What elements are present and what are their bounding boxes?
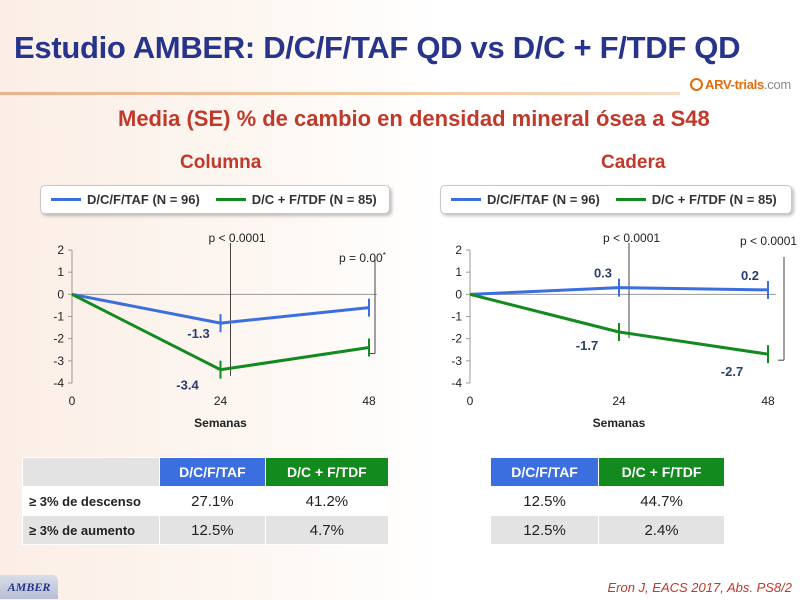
y-tick-label: -4	[53, 376, 64, 390]
x-axis-label: Semanas	[593, 416, 646, 430]
legend-swatch-green	[215, 198, 246, 201]
table-row: ≥ 3% de descenso 27.1% 41.2%	[22, 486, 390, 516]
panel-title-columna: Columna	[180, 152, 262, 173]
table-header-taf: D/C/F/TAF	[489, 457, 600, 487]
legend-label-taf: D/C/F/TAF (N = 96)	[487, 192, 600, 207]
p-value-label: p < 0.0001	[209, 231, 266, 245]
table-header-taf: D/C/F/TAF	[159, 457, 266, 487]
slide-subtitle: Media (SE) % de cambio en densidad miner…	[118, 106, 710, 131]
cell-value: 27.1%	[159, 486, 266, 516]
row-label-descenso: ≥ 3% de descenso	[22, 486, 160, 516]
x-tick-label: 48	[362, 394, 376, 408]
panel-title-cadera: Cadera	[601, 152, 666, 173]
y-tick-label: -1	[451, 310, 462, 324]
p-value-superscript: *	[383, 251, 386, 260]
logo-text-brand: ARV-trials	[705, 77, 764, 92]
table-row: 12.5% 44.7%	[489, 486, 725, 516]
table-cadera: D/C/F/TAF D/C + F/TDF 12.5% 44.7% 12.5% …	[489, 457, 725, 545]
citation: Eron J, EACS 2017, Abs. PS8/2	[607, 580, 792, 595]
y-tick-label: -4	[451, 376, 462, 390]
y-tick-label: -2	[451, 332, 462, 346]
cell-value: 12.5%	[489, 486, 600, 516]
legend-swatch-blue	[451, 198, 481, 201]
y-tick-label: 2	[57, 243, 64, 257]
study-badge: AMBER	[0, 575, 58, 599]
p-value-label: p < 0.0001	[740, 234, 797, 248]
cell-value: 44.7%	[598, 486, 725, 516]
arv-trials-logo: ARV-trials.com	[690, 77, 791, 92]
table-header-row: D/C/F/TAF D/C + F/TDF	[489, 457, 725, 487]
legend-item-tdf: D/C + F/TDF (N = 85)	[215, 192, 377, 207]
logo-text-domain: .com	[763, 77, 791, 92]
x-tick-label: 48	[761, 394, 775, 408]
data-label: -1.7	[576, 338, 598, 353]
legend-columna: D/C/F/TAF (N = 96) D/C + F/TDF (N = 85)	[40, 185, 390, 214]
data-label: -2.7	[721, 364, 743, 379]
p-value-label: p < 0.0001	[603, 231, 660, 245]
chart-cadera: 2 1 0 -1 -2 -3 -4 0 24 48 Semanas p < 0.0001 p < 0.0…	[451, 231, 797, 430]
chart-columna: 2 1 0 -1 -2 -3 -4 0 24 48 Semanas p < 0.0001 p = 0.0…	[53, 231, 386, 430]
table-header-blank	[22, 457, 160, 487]
p-value-label: p = 0.00*	[339, 251, 386, 266]
cell-value: 4.7%	[264, 515, 390, 545]
x-tick-label: 24	[612, 394, 626, 408]
table-header-tdf: D/C + F/TDF	[598, 457, 725, 487]
legend-label-taf: D/C/F/TAF (N = 96)	[87, 192, 200, 207]
legend-swatch-blue	[51, 198, 81, 201]
y-tick-label: -2	[53, 332, 64, 346]
y-tick-label: -1	[53, 310, 64, 324]
cell-value: 12.5%	[159, 515, 266, 545]
x-tick-label: 0	[69, 394, 76, 408]
data-label: 0.2	[741, 268, 759, 283]
y-tick-label: 0	[455, 287, 462, 301]
row-label-aumento: ≥ 3% de aumento	[22, 515, 160, 545]
legend-label-tdf: D/C + F/TDF (N = 85)	[251, 192, 377, 207]
data-label: -3.4	[176, 378, 199, 393]
data-label: -1.3	[187, 326, 209, 341]
cell-value: 41.2%	[264, 486, 390, 516]
x-tick-label: 0	[467, 394, 474, 408]
table-row: 12.5% 2.4%	[489, 515, 725, 545]
table-header-tdf: D/C + F/TDF	[264, 457, 390, 487]
x-axis-label: Semanas	[194, 416, 247, 430]
y-tick-label: -3	[53, 354, 64, 368]
slide-title: Estudio AMBER: D/C/F/TAF QD vs D/C + F/T…	[14, 30, 741, 65]
x-tick-label: 24	[214, 394, 228, 408]
y-tick-label: 1	[57, 265, 64, 279]
legend-cadera: D/C/F/TAF (N = 96) D/C + F/TDF (N = 85)	[440, 185, 792, 214]
legend-swatch-green	[615, 198, 646, 201]
legend-item-tdf: D/C + F/TDF (N = 85)	[615, 192, 777, 207]
title-divider	[0, 92, 680, 95]
table-header-row: D/C/F/TAF D/C + F/TDF	[22, 457, 390, 487]
cell-value: 2.4%	[598, 515, 725, 545]
data-label: 0.3	[594, 266, 612, 281]
table-columna: D/C/F/TAF D/C + F/TDF ≥ 3% de descenso 2…	[22, 457, 390, 545]
y-tick-label: 0	[57, 287, 64, 301]
y-tick-label: -3	[451, 354, 462, 368]
logo-ring-icon	[690, 78, 703, 91]
cell-value: 12.5%	[489, 515, 600, 545]
legend-label-tdf: D/C + F/TDF (N = 85)	[651, 192, 777, 207]
y-tick-label: 2	[455, 243, 462, 257]
legend-item-taf: D/C/F/TAF (N = 96)	[451, 192, 600, 207]
legend-item-taf: D/C/F/TAF (N = 96)	[51, 192, 200, 207]
y-tick-label: 1	[455, 265, 462, 279]
table-row: ≥ 3% de aumento 12.5% 4.7%	[22, 515, 390, 545]
